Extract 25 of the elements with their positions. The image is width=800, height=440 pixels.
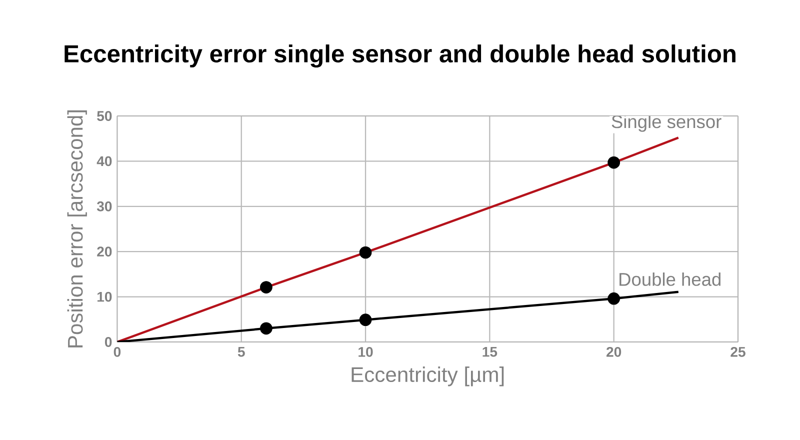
x-tick-label: 10 xyxy=(358,346,373,357)
x-tick-label: 15 xyxy=(482,346,498,357)
y-tick-label: 10 xyxy=(97,292,112,302)
point xyxy=(608,292,620,305)
point xyxy=(608,156,620,169)
point xyxy=(359,246,372,259)
y-tick-label: 0 xyxy=(104,337,112,347)
chart-title: Eccentricity error single sensor and double head solution xyxy=(64,44,736,68)
y-axis-title: Position error [arcsecond] xyxy=(67,110,87,348)
point xyxy=(260,281,272,294)
x-tick-label: 0 xyxy=(114,346,121,357)
series-label: Double head xyxy=(620,272,720,286)
y-tick-label: 30 xyxy=(96,201,112,212)
x-axis-title: Eccentricity [µm] xyxy=(352,366,504,386)
line-series xyxy=(117,136,680,342)
x-tick-label: 5 xyxy=(238,346,245,357)
y-tick-label: 40 xyxy=(96,156,112,166)
x-tick-label: 20 xyxy=(606,346,622,357)
line-series xyxy=(117,290,680,342)
point xyxy=(359,314,372,326)
series-label: Single sensor xyxy=(612,114,722,132)
point xyxy=(260,322,272,335)
x-tick-label: 25 xyxy=(730,346,746,357)
y-tick-label: 20 xyxy=(97,246,112,257)
y-tick-label: 50 xyxy=(97,111,112,121)
